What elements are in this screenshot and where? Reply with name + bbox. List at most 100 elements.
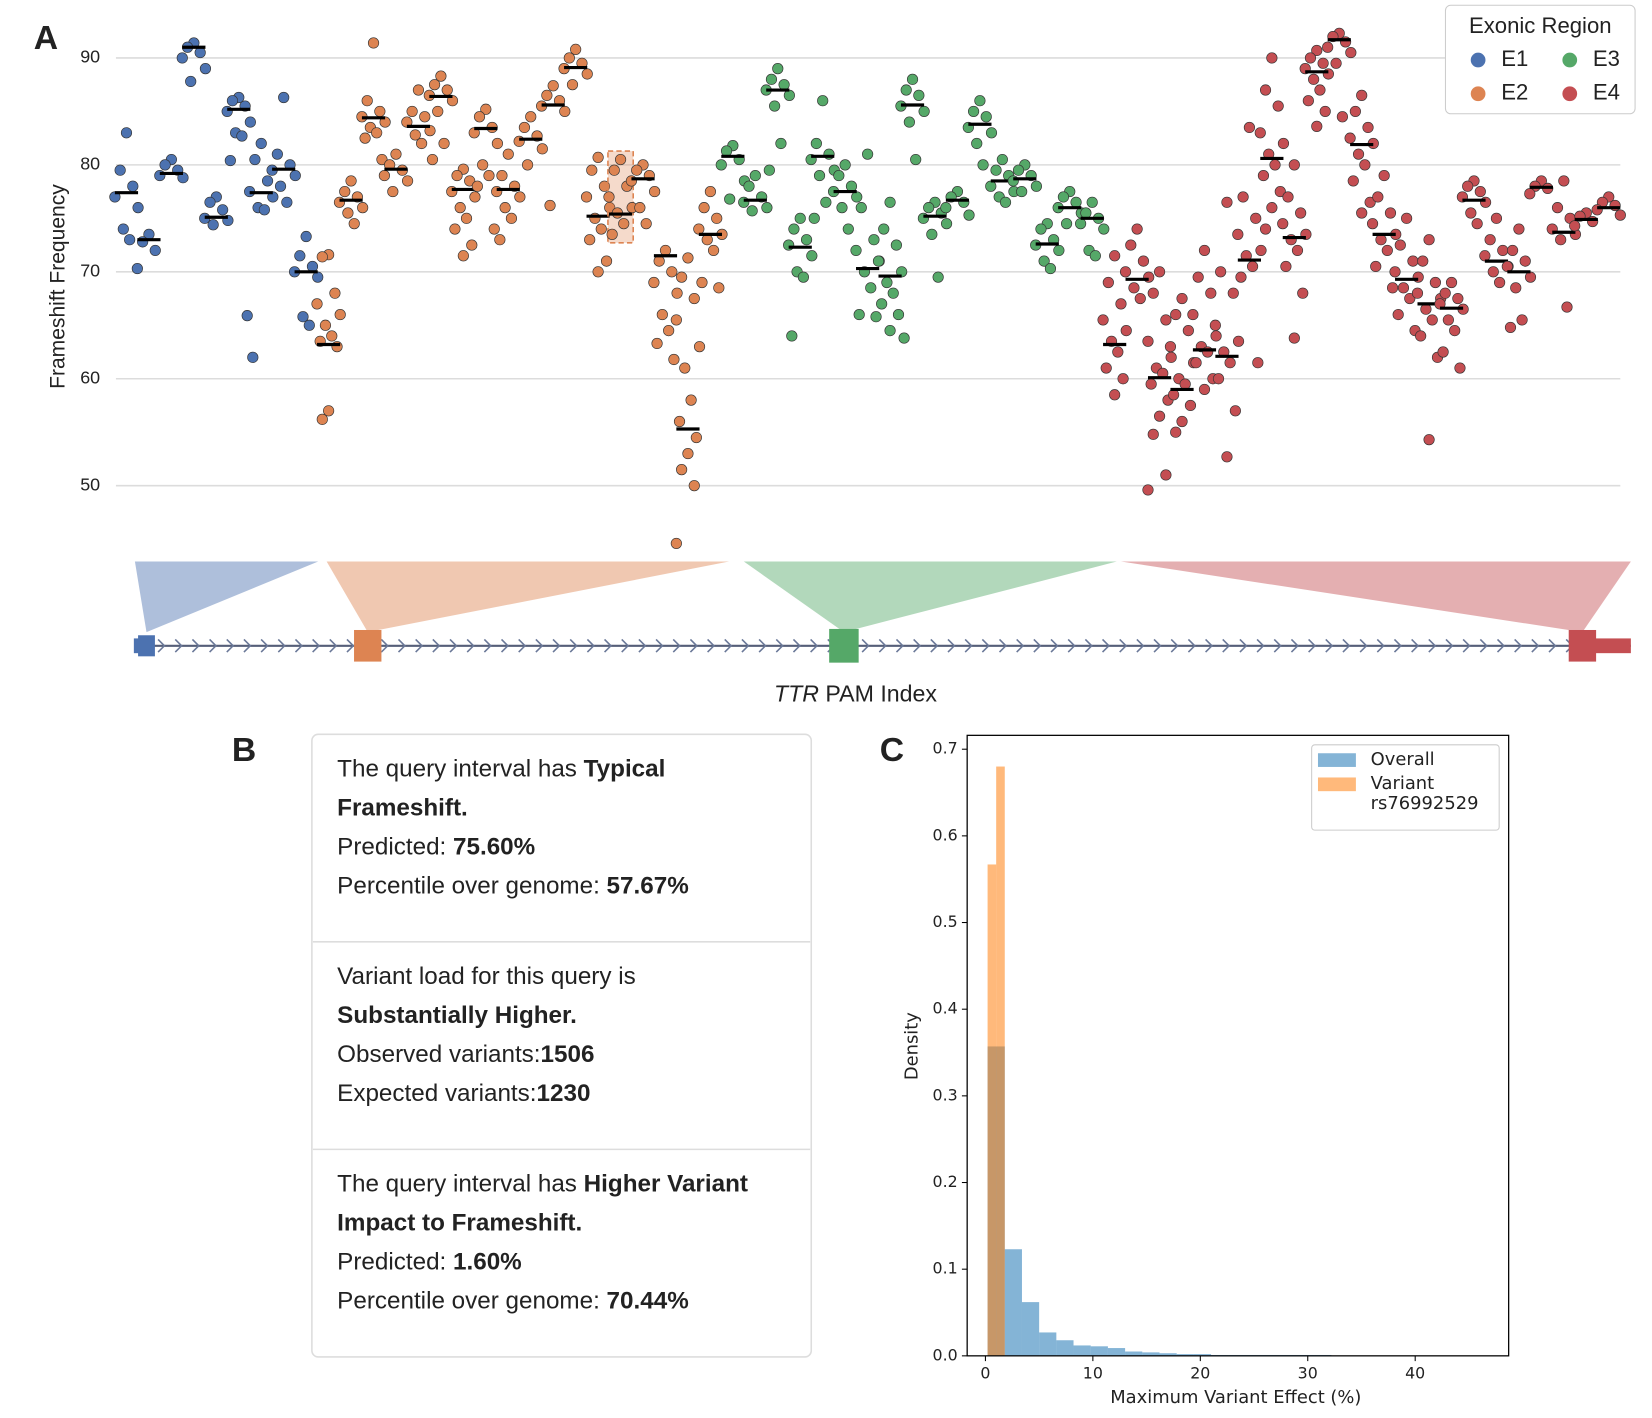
point — [114, 164, 126, 176]
point — [1153, 410, 1166, 422]
y-tick-label: 0.3 — [933, 1085, 958, 1104]
point — [1257, 169, 1270, 182]
legend-label: Overall — [1370, 749, 1435, 771]
point — [1614, 209, 1626, 221]
point — [1221, 196, 1233, 208]
chevron — [260, 638, 269, 653]
point — [1420, 303, 1432, 315]
chevron — [329, 638, 338, 653]
point — [544, 199, 556, 212]
point — [1280, 260, 1292, 273]
emphasis: 70.44% — [606, 1286, 689, 1314]
point — [743, 180, 755, 192]
point — [1487, 266, 1499, 278]
legend-label: E3 — [1593, 46, 1620, 71]
y-tick-label: 0.1 — [933, 1259, 958, 1278]
point — [761, 202, 773, 214]
point — [1044, 263, 1057, 275]
point — [1507, 244, 1519, 256]
point — [559, 105, 571, 117]
point — [769, 100, 781, 112]
point — [910, 153, 922, 166]
point — [865, 282, 877, 294]
emphasis: 57.67% — [606, 871, 689, 899]
point — [217, 204, 229, 216]
chevron — [1170, 638, 1179, 653]
point — [1205, 287, 1217, 299]
point — [294, 250, 306, 262]
point — [1311, 120, 1323, 132]
panel-label: B — [232, 731, 256, 769]
chevron — [277, 638, 286, 653]
utr — [133, 638, 145, 654]
point — [1259, 223, 1272, 235]
point — [435, 70, 447, 82]
point — [334, 308, 346, 321]
chevron — [964, 638, 973, 653]
point — [724, 193, 736, 205]
point — [1016, 186, 1028, 198]
histogram-bar — [1056, 1340, 1074, 1356]
exon — [354, 629, 382, 662]
text: Variant load for this query is — [337, 961, 636, 990]
y-tick-label: 60 — [80, 367, 100, 387]
chevron — [1273, 638, 1282, 653]
point — [673, 415, 686, 428]
chevron — [1067, 638, 1076, 653]
point — [541, 89, 553, 101]
point — [466, 239, 478, 251]
point — [778, 79, 790, 91]
point — [653, 255, 665, 267]
point — [120, 127, 133, 139]
exon-projection — [134, 561, 319, 633]
point — [940, 202, 952, 214]
point — [199, 63, 212, 75]
point — [547, 80, 559, 92]
legend: E1 E2 E3 E4 — [1470, 46, 1620, 105]
summary-card — [311, 733, 813, 1358]
point — [1112, 346, 1124, 358]
point — [566, 79, 579, 91]
point — [1089, 250, 1101, 262]
point — [974, 95, 986, 107]
point — [1295, 207, 1307, 219]
point — [1347, 175, 1359, 187]
point — [255, 137, 267, 150]
point — [117, 223, 129, 235]
point — [1212, 373, 1225, 385]
histogram-bar — [1125, 1351, 1143, 1356]
point — [428, 79, 441, 91]
point — [592, 266, 604, 278]
point — [651, 337, 663, 350]
line: Expected variants:1230 — [337, 1074, 786, 1113]
point — [1384, 207, 1397, 219]
point — [124, 234, 136, 246]
point — [1479, 250, 1491, 262]
point — [207, 219, 219, 231]
point — [820, 196, 832, 208]
legend-entry: Overall — [1312, 750, 1500, 770]
point — [329, 287, 341, 299]
point — [348, 218, 360, 230]
point — [1392, 308, 1404, 321]
point — [898, 332, 910, 344]
point — [1145, 378, 1157, 390]
point — [688, 292, 700, 305]
y-tick-label: 80 — [80, 154, 100, 174]
point — [471, 180, 483, 192]
chevron — [655, 638, 664, 653]
point — [342, 207, 354, 219]
exon-projection — [326, 561, 730, 633]
point — [1176, 415, 1188, 428]
point — [438, 137, 450, 150]
point — [477, 159, 489, 171]
point — [236, 130, 248, 142]
point — [1490, 212, 1503, 224]
chevron — [603, 638, 612, 653]
point — [1179, 378, 1191, 390]
point — [800, 234, 813, 246]
point — [1117, 373, 1129, 385]
y-tick-label: 0.4 — [933, 999, 958, 1018]
point — [1551, 202, 1564, 214]
point — [640, 218, 652, 230]
